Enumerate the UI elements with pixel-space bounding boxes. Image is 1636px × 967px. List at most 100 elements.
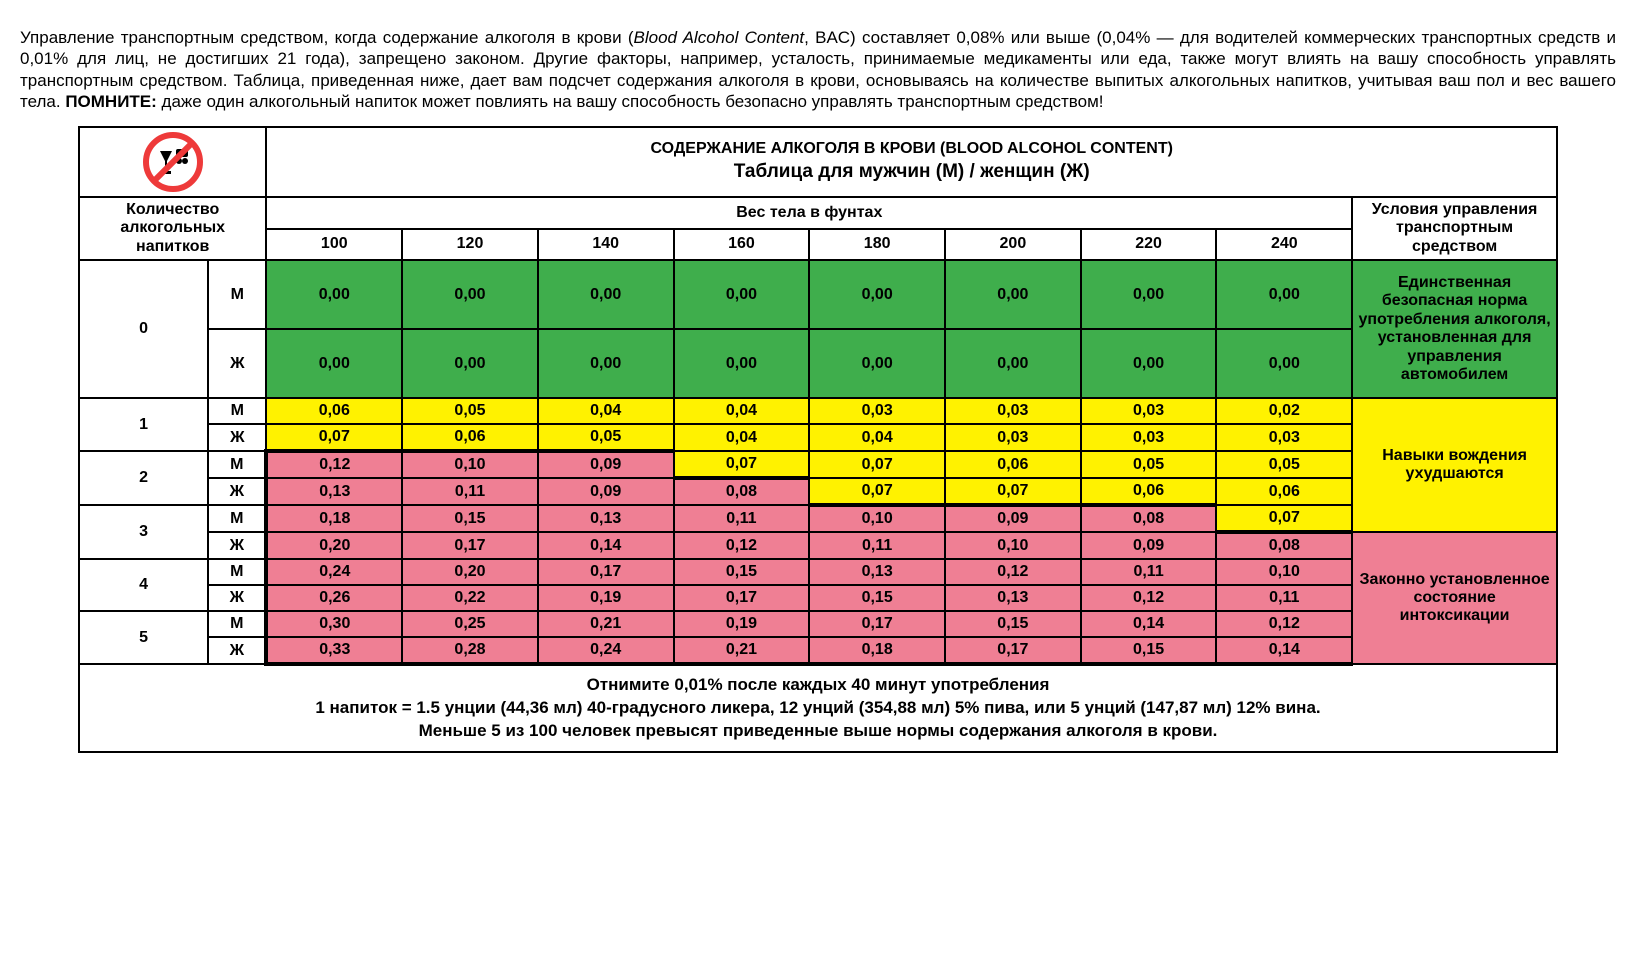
cond-header: Условия управления транспортным средство… — [1352, 197, 1557, 260]
table-row: Ж0,200,170,140,120,110,100,090,08Законно… — [79, 532, 1557, 559]
bac-cell: 0,15 — [945, 611, 1081, 637]
qty-cell: 1 — [79, 398, 208, 451]
intro-paragraph: Управление транспортным средством, когда… — [20, 27, 1616, 112]
bac-cell: 0,00 — [809, 329, 945, 398]
bac-cell: 0,12 — [266, 451, 402, 478]
bac-cell: 0,11 — [402, 478, 538, 505]
bac-cell: 0,08 — [674, 478, 810, 505]
bac-cell: 0,00 — [1081, 260, 1217, 329]
bac-cell: 0,24 — [266, 559, 402, 585]
intro-text-italic: Blood Alcohol Content — [634, 28, 805, 47]
bac-cell: 0,00 — [674, 260, 810, 329]
bac-cell: 0,06 — [266, 398, 402, 424]
weight-col-7: 240 — [1216, 229, 1352, 261]
table-row: 0М0,000,000,000,000,000,000,000,00Единст… — [79, 260, 1557, 329]
bac-cell: 0,00 — [1081, 329, 1217, 398]
bac-cell: 0,05 — [1081, 451, 1217, 478]
gender-f: Ж — [208, 637, 266, 664]
bac-cell: 0,00 — [674, 329, 810, 398]
weight-header: Вес тела в фунтах — [266, 197, 1352, 229]
gender-f: Ж — [208, 585, 266, 611]
bac-cell: 0,00 — [809, 260, 945, 329]
table-row: 3М0,180,150,130,110,100,090,080,07 — [79, 505, 1557, 532]
bac-cell: 0,30 — [266, 611, 402, 637]
bac-cell: 0,09 — [1081, 532, 1217, 559]
gender-m: М — [208, 398, 266, 424]
bac-cell: 0,10 — [945, 532, 1081, 559]
bac-cell: 0,06 — [1081, 478, 1217, 505]
data-body: 0М0,000,000,000,000,000,000,000,00Единст… — [79, 260, 1557, 664]
bac-cell: 0,04 — [674, 398, 810, 424]
footnotes-row: Отнимите 0,01% после каждых 40 минут упо… — [79, 664, 1557, 752]
bac-cell: 0,15 — [402, 505, 538, 532]
weight-col-2: 140 — [538, 229, 674, 261]
bac-cell: 0,13 — [266, 478, 402, 505]
icon-cell — [79, 127, 266, 197]
bac-cell: 0,11 — [1216, 585, 1352, 611]
bac-cell: 0,09 — [538, 478, 674, 505]
qty-cell: 2 — [79, 451, 208, 505]
bac-cell: 0,15 — [674, 559, 810, 585]
gender-f: Ж — [208, 532, 266, 559]
bac-cell: 0,15 — [809, 585, 945, 611]
table-row: 2М0,120,100,090,070,070,060,050,05 — [79, 451, 1557, 478]
qty-header: Количество алкогольных напитков — [79, 197, 266, 260]
bac-cell: 0,11 — [809, 532, 945, 559]
bac-cell: 0,06 — [945, 451, 1081, 478]
bac-cell: 0,03 — [1081, 424, 1217, 451]
bac-cell: 0,04 — [674, 424, 810, 451]
bac-cell: 0,25 — [402, 611, 538, 637]
table-row: Ж0,130,110,090,080,070,070,060,06 — [79, 478, 1557, 505]
bac-cell: 0,17 — [809, 611, 945, 637]
bac-cell: 0,10 — [1216, 559, 1352, 585]
bac-cell: 0,07 — [809, 451, 945, 478]
bac-cell: 0,14 — [538, 532, 674, 559]
qty-cell: 4 — [79, 559, 208, 611]
bac-cell: 0,03 — [945, 398, 1081, 424]
intro-text-e: даже один алкогольный напиток может повл… — [157, 92, 1104, 111]
bac-cell: 0,04 — [809, 424, 945, 451]
bac-cell: 0,17 — [402, 532, 538, 559]
bac-cell: 0,03 — [1081, 398, 1217, 424]
bac-cell: 0,19 — [674, 611, 810, 637]
bac-cell: 0,17 — [674, 585, 810, 611]
bac-cell: 0,00 — [402, 260, 538, 329]
bac-cell: 0,00 — [538, 329, 674, 398]
table-row: Ж0,260,220,190,170,150,130,120,11 — [79, 585, 1557, 611]
bac-cell: 0,12 — [674, 532, 810, 559]
table-row: Ж0,330,280,240,210,180,170,150,14 — [79, 637, 1557, 664]
bac-cell: 0,00 — [1216, 329, 1352, 398]
bac-cell: 0,03 — [945, 424, 1081, 451]
bac-cell: 0,00 — [945, 260, 1081, 329]
bac-cell: 0,06 — [1216, 478, 1352, 505]
weight-col-3: 160 — [674, 229, 810, 261]
gender-m: М — [208, 451, 266, 478]
table-row: Ж0,070,060,050,040,040,030,030,03 — [79, 424, 1557, 451]
bac-cell: 0,00 — [402, 329, 538, 398]
bac-cell: 0,33 — [266, 637, 402, 664]
bac-cell: 0,22 — [402, 585, 538, 611]
title-row: СОДЕРЖАНИЕ АЛКОГОЛЯ В КРОВИ (BLOOD ALCOH… — [79, 127, 1557, 197]
bac-cell: 0,05 — [402, 398, 538, 424]
bac-cell: 0,24 — [538, 637, 674, 664]
weight-col-6: 220 — [1081, 229, 1217, 261]
bac-cell: 0,07 — [1216, 505, 1352, 532]
bac-cell: 0,10 — [809, 505, 945, 532]
weight-col-5: 200 — [945, 229, 1081, 261]
bac-cell: 0,14 — [1081, 611, 1217, 637]
bac-cell: 0,12 — [1216, 611, 1352, 637]
qty-cell: 5 — [79, 611, 208, 664]
table-row: 4М0,240,200,170,150,130,120,110,10 — [79, 559, 1557, 585]
bac-cell: 0,14 — [1216, 637, 1352, 664]
bac-cell: 0,08 — [1081, 505, 1217, 532]
bac-cell: 0,04 — [538, 398, 674, 424]
bac-cell: 0,00 — [945, 329, 1081, 398]
bac-cell: 0,17 — [538, 559, 674, 585]
bac-cell: 0,20 — [402, 559, 538, 585]
bac-cell: 0,12 — [945, 559, 1081, 585]
cond-impaired: Навыки вождения ухудшаются — [1352, 398, 1557, 532]
bac-table: СОДЕРЖАНИЕ АЛКОГОЛЯ В КРОВИ (BLOOD ALCOH… — [78, 126, 1558, 753]
footnote-b: 1 напиток = 1.5 унции (44,36 мл) 40-град… — [315, 698, 1320, 717]
header-row-2: 100 120 140 160 180 200 220 240 — [79, 229, 1557, 261]
bac-cell: 0,26 — [266, 585, 402, 611]
